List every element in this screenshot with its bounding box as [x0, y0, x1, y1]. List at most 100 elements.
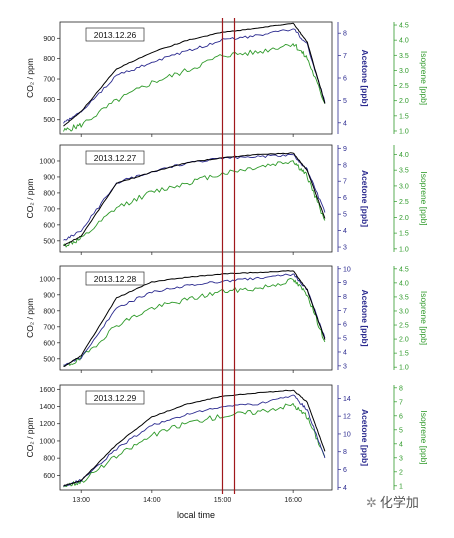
acetone-tick-label: 4: [343, 349, 347, 356]
acetone-series-line: [63, 28, 326, 124]
date-label: 2013.12.29: [94, 393, 137, 403]
co2-axis-label: CO₂ / ppm: [25, 298, 35, 338]
acetone-axis-label: Acetone [ppb]: [360, 289, 370, 346]
isoprene-tick-label: 4.5: [399, 266, 409, 273]
isoprene-tick-label: 3.5: [399, 53, 409, 60]
isoprene-axis-label: Isoprene [ppb]: [419, 51, 429, 105]
watermark-text: 化学加: [379, 496, 419, 511]
plot-frame: [59, 21, 333, 135]
isoprene-tick-label: 4.0: [399, 152, 409, 159]
co2-tick-label: 800: [43, 190, 55, 197]
isoprene-axis-label: Isoprene [ppb]: [419, 410, 429, 464]
acetone-tick-label: 10: [343, 266, 351, 273]
co2-tick-label: 800: [43, 56, 55, 63]
co2-tick-label: 800: [43, 308, 55, 315]
acetone-tick-label: 6: [343, 322, 347, 329]
acetone-tick-label: 8: [343, 31, 347, 38]
isoprene-tick-label: 5: [399, 427, 403, 434]
isoprene-tick-label: 6: [399, 413, 403, 420]
co2-tick-label: 1600: [39, 387, 55, 394]
isoprene-tick-label: 3.0: [399, 183, 409, 190]
isoprene-tick-label: 7: [399, 399, 403, 406]
co2-tick-label: 900: [43, 36, 55, 43]
isoprene-tick-label: 2.5: [399, 199, 409, 206]
acetone-series-line: [63, 394, 326, 487]
acetone-tick-label: 4: [343, 485, 347, 492]
isoprene-tick-label: 2.0: [399, 98, 409, 105]
date-box: [85, 27, 145, 42]
isoprene-tick-label: 8: [399, 385, 403, 392]
co2-axis-label: CO₂ / ppm: [25, 418, 35, 458]
x-tick-label: 14:00: [143, 497, 161, 504]
co2-axis-label: CO₂ / ppm: [25, 58, 35, 98]
panel-2013.12.26: 500 600 700 800 900 CO₂ / ppm 4 5 6 7 8 Acetone [pp…: [25, 21, 429, 137]
acetone-tick-label: 7: [343, 53, 347, 60]
acetone-tick-label: 9: [343, 146, 347, 153]
recycle-icon: ✲: [366, 496, 377, 511]
acetone-tick-label: 4: [343, 120, 347, 127]
isoprene-tick-label: 1.5: [399, 113, 409, 120]
acetone-tick-label: 8: [343, 294, 347, 301]
acetone-tick-label: 3: [343, 363, 347, 370]
watermark: ✲ 化学加: [366, 492, 419, 511]
acetone-tick-label: 3: [343, 245, 347, 252]
isoprene-tick-label: 2.0: [399, 215, 409, 222]
co2-tick-label: 500: [43, 117, 55, 124]
co2-tick-label: 1000: [39, 158, 55, 165]
acetone-series-line: [63, 153, 326, 241]
co2-series-line: [63, 152, 326, 247]
acetone-tick-label: 9: [343, 280, 347, 287]
isoprene-tick-label: 3.5: [399, 168, 409, 175]
acetone-tick-label: 12: [343, 414, 351, 421]
co2-tick-label: 900: [43, 292, 55, 299]
isoprene-tick-label: 1.0: [399, 128, 409, 135]
acetone-axis-label: Acetone [ppb]: [360, 409, 370, 466]
co2-tick-label: 1200: [39, 421, 55, 428]
date-label: 2013.12.26: [94, 30, 137, 40]
isoprene-tick-label: 3.5: [399, 294, 409, 301]
isoprene-tick-label: 3.0: [399, 308, 409, 315]
date-label: 2013.12.28: [94, 274, 137, 284]
isoprene-tick-label: 1.5: [399, 351, 409, 358]
acetone-tick-label: 6: [343, 467, 347, 474]
isoprene-axis-label: Isoprene [ppb]: [419, 291, 429, 345]
isoprene-tick-label: 1.0: [399, 246, 409, 253]
co2-tick-label: 900: [43, 174, 55, 181]
acetone-tick-label: 4: [343, 228, 347, 235]
acetone-tick-label: 5: [343, 212, 347, 219]
date-box: [85, 390, 145, 405]
acetone-tick-label: 5: [343, 336, 347, 343]
isoprene-tick-label: 2.0: [399, 337, 409, 344]
isoprene-tick-label: 2.5: [399, 323, 409, 330]
co2-tick-label: 600: [43, 473, 55, 480]
panel-2013.12.27: 500 600 700 800 900 1000 CO₂ / ppm 3 4 5 6 7 8 9 Aceto…: [25, 144, 429, 255]
co2-tick-label: 700: [43, 77, 55, 84]
isoprene-tick-label: 2.5: [399, 83, 409, 90]
acetone-tick-label: 10: [343, 431, 351, 438]
co2-series-line: [63, 389, 326, 487]
plot-frame: [59, 144, 333, 253]
acetone-tick-label: 14: [343, 396, 351, 403]
co2-tick-label: 1000: [39, 276, 55, 283]
isoprene-series-line: [63, 160, 326, 248]
plot-frame: [59, 265, 333, 371]
isoprene-tick-label: 3.0: [399, 68, 409, 75]
isoprene-tick-label: 4.5: [399, 23, 409, 30]
plot-frame: [59, 384, 333, 491]
co2-series-line: [63, 22, 326, 127]
acetone-tick-label: 8: [343, 449, 347, 456]
acetone-axis-label: Acetone [ppb]: [360, 170, 370, 227]
acetone-tick-label: 6: [343, 195, 347, 202]
acetone-tick-label: 8: [343, 162, 347, 169]
isoprene-series-line: [63, 43, 326, 132]
co2-tick-label: 1400: [39, 404, 55, 411]
isoprene-series-line: [63, 277, 326, 367]
isoprene-series-line: [63, 403, 326, 488]
panel-2013.12.28: 500 600 700 800 900 1000 CO₂ / ppm 3 4 5 6 7 8 9 10 Ace…: [25, 265, 429, 373]
acetone-series-line: [63, 273, 326, 366]
co2-tick-label: 600: [43, 222, 55, 229]
isoprene-axis-label: Isoprene [ppb]: [419, 171, 429, 225]
co2-series-line: [63, 270, 326, 367]
x-tick-label: 16:00: [284, 497, 302, 504]
